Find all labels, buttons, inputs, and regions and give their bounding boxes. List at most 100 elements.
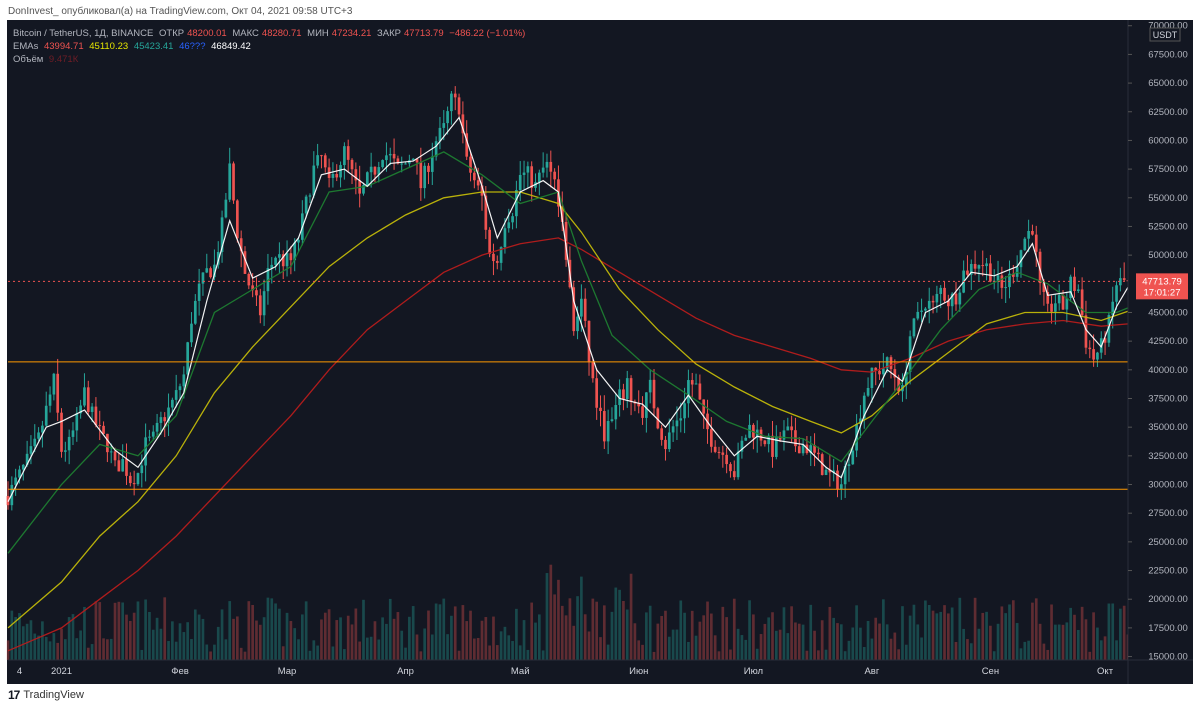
y-tick-label: 17500.00 <box>1148 623 1188 634</box>
volume-bar <box>633 623 637 660</box>
volume-bar <box>927 604 931 660</box>
candle-body <box>786 426 790 431</box>
volume-bar <box>476 637 480 660</box>
candle-body <box>667 432 671 450</box>
legend-volume-value: 9.471К <box>48 54 79 65</box>
volume-bar <box>541 650 545 660</box>
candle-body <box>671 426 675 433</box>
volume-bar <box>155 617 159 660</box>
volume-bar <box>151 629 155 660</box>
candle-body <box>434 141 438 157</box>
legend-ohlc: Bitcoin / TetherUS, 1Д, BINANCE ОТКР 4820… <box>13 28 528 39</box>
volume-bar <box>258 624 262 660</box>
volume-bar <box>300 614 304 660</box>
volume-bar <box>732 598 736 660</box>
volume-bar <box>794 622 797 660</box>
candle-body <box>430 156 434 172</box>
volume-bar <box>710 613 713 660</box>
candle-body <box>977 265 981 269</box>
candle-body <box>572 287 576 332</box>
volume-bar <box>423 628 426 660</box>
candle-body <box>400 163 404 165</box>
candle-body <box>293 242 297 261</box>
volume-bar <box>954 641 958 660</box>
candle-body <box>186 342 189 375</box>
candle-body <box>136 473 140 485</box>
candle-body <box>60 412 63 452</box>
legend-change: −486.22 (−1.01%) <box>449 28 526 39</box>
candle-body <box>461 114 465 134</box>
currency-label: USDT <box>1153 30 1178 40</box>
volume-bar <box>251 604 254 660</box>
volume-bar <box>618 589 621 660</box>
candle-body <box>1076 289 1080 291</box>
volume-bar <box>373 621 377 660</box>
candle-body <box>989 263 992 282</box>
volume-bar <box>362 599 365 660</box>
volume-bar <box>503 626 507 660</box>
candle-body <box>725 454 728 465</box>
volume-bar <box>904 644 908 660</box>
candle-body <box>878 370 881 375</box>
volume-bar <box>499 631 503 660</box>
volume-bar <box>60 628 63 660</box>
candle-body <box>702 399 706 414</box>
volume-bar <box>897 649 900 660</box>
volume-bar <box>786 633 790 660</box>
candle-body <box>37 432 40 439</box>
candle-body <box>511 216 514 223</box>
volume-bar <box>652 651 656 660</box>
candle-body <box>262 291 266 316</box>
y-tick-label: 50000.00 <box>1148 250 1188 261</box>
volume-bar <box>48 641 52 660</box>
candle-body <box>109 451 113 453</box>
candle-body <box>86 387 90 412</box>
volume-bar <box>148 611 151 660</box>
volume-bar <box>1061 624 1065 660</box>
candle-body <box>297 239 300 243</box>
volume-bar <box>862 646 866 660</box>
legend-open-label: ОТКР <box>159 28 185 39</box>
y-tick-label: 52500.00 <box>1148 221 1188 232</box>
volume-bar <box>1011 600 1015 660</box>
candle-body <box>537 172 541 183</box>
volume-bar <box>939 611 943 660</box>
volume-bar <box>805 650 809 660</box>
candle-body <box>614 405 618 420</box>
volume-bar <box>320 619 323 660</box>
candle-body <box>79 405 82 414</box>
candle-body <box>171 399 174 408</box>
candle-body <box>645 392 648 418</box>
volume-bar <box>580 576 583 660</box>
volume-bar <box>782 607 786 660</box>
volume-bar <box>1076 629 1080 660</box>
volume-bar <box>297 639 300 660</box>
time-axis: 4 2021 Фев Мар Апр Май Июн Июл Авг Сен Окт <box>8 659 1193 677</box>
volume-bar <box>37 635 40 660</box>
candle-body <box>1069 276 1072 298</box>
candle-body <box>239 238 243 252</box>
candle-body <box>446 111 449 124</box>
candle-body <box>916 311 920 319</box>
candle-body <box>1119 278 1122 286</box>
candle-body <box>484 195 488 230</box>
candle-body <box>507 222 511 229</box>
volume-bar <box>870 638 874 660</box>
volume-bar <box>190 639 193 660</box>
candle-body <box>882 368 885 375</box>
x-tick-label: Июн <box>629 666 648 677</box>
candle-body <box>809 445 813 454</box>
candle-body <box>801 444 805 454</box>
volume-bar <box>1038 623 1042 660</box>
volume-bar <box>859 627 862 660</box>
candle-body <box>744 437 748 441</box>
volume-bar <box>889 638 893 660</box>
y-tick-label: 67500.00 <box>1148 49 1188 60</box>
volume-bar <box>377 639 381 660</box>
candle-body <box>969 263 973 275</box>
candle-body <box>912 318 916 337</box>
candle-body <box>224 199 228 218</box>
volume-bar <box>1115 640 1118 660</box>
legend-ema-label: EMAs <box>13 41 39 52</box>
